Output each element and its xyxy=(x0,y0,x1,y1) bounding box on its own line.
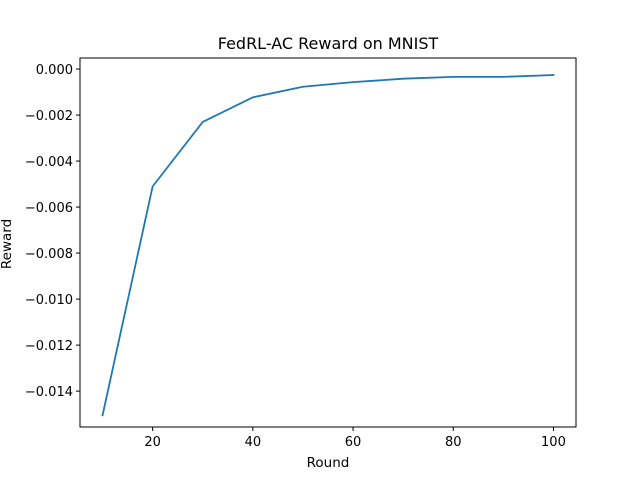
chart-title: FedRL-AC Reward on MNIST xyxy=(218,34,439,53)
x-tick-label: 60 xyxy=(345,435,362,450)
x-axis-label: Round xyxy=(307,455,350,471)
y-tick-label: −0.014 xyxy=(25,385,73,400)
x-tick-label: 40 xyxy=(245,435,262,450)
y-tick-label: 0.000 xyxy=(36,63,73,78)
y-tick-label: −0.008 xyxy=(25,247,73,262)
y-tick-label: −0.004 xyxy=(25,155,73,170)
y-tick-label: −0.010 xyxy=(25,293,73,308)
y-axis-label: Reward xyxy=(0,219,15,269)
x-tick-label: 80 xyxy=(445,435,462,450)
x-axis: 20 40 60 80 100 xyxy=(144,427,566,450)
series-line xyxy=(101,74,555,417)
y-tick-label: −0.002 xyxy=(25,109,73,124)
y-axis: 0.000 −0.002 −0.004 −0.006 −0.008 −0.010 −0.01… xyxy=(25,63,80,400)
plot-area xyxy=(101,74,555,417)
axes-frame xyxy=(79,57,577,428)
y-tick-label: −0.006 xyxy=(25,201,73,216)
y-tick-label: −0.012 xyxy=(25,339,73,354)
x-tick-label: 100 xyxy=(541,435,566,450)
x-tick-label: 20 xyxy=(144,435,161,450)
